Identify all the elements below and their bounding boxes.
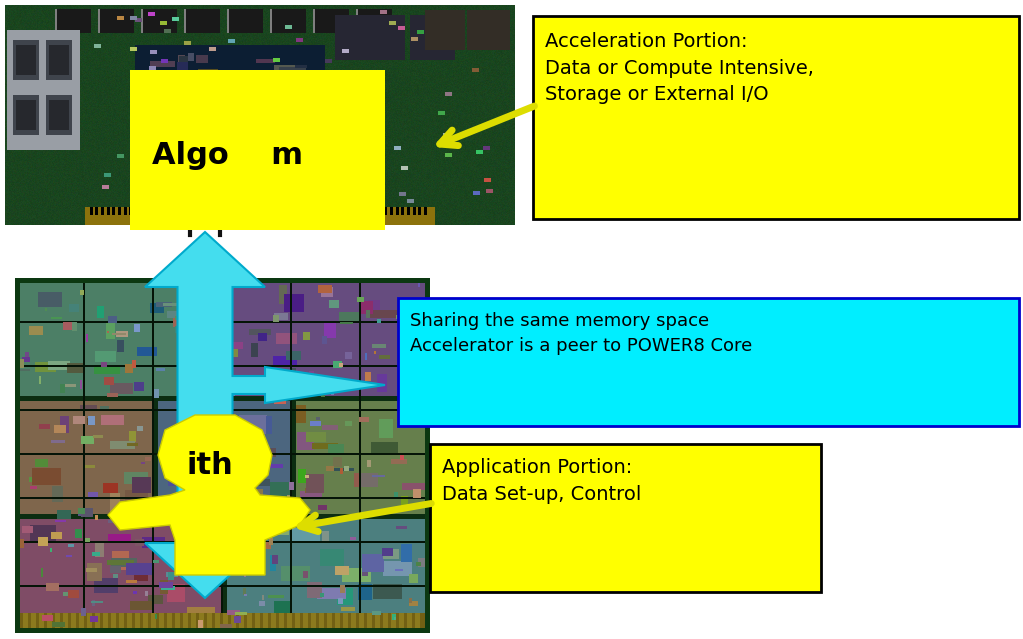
FancyBboxPatch shape [130, 70, 385, 230]
Polygon shape [145, 232, 385, 598]
FancyBboxPatch shape [430, 444, 821, 592]
Polygon shape [108, 415, 310, 575]
Text: Sharing the same memory space
Accelerator is a peer to POWER8 Core: Sharing the same memory space Accelerato… [410, 312, 752, 355]
Text: Acceleration Portion:
Data or Compute Intensive,
Storage or External I/O: Acceleration Portion: Data or Compute In… [545, 32, 814, 104]
Text: ith: ith [186, 450, 233, 479]
FancyBboxPatch shape [398, 298, 1019, 426]
Text: Algo    m: Algo m [152, 141, 303, 169]
FancyBboxPatch shape [533, 16, 1019, 219]
Text: Application Portion:
Data Set-up, Control: Application Portion: Data Set-up, Contro… [442, 458, 641, 504]
